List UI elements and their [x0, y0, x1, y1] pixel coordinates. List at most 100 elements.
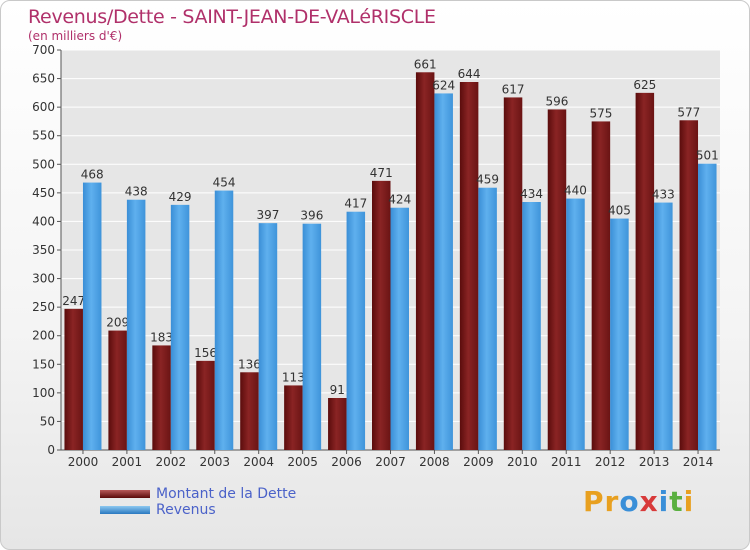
logo-letter: x [639, 485, 659, 518]
legend-swatch-dette [100, 490, 150, 498]
logo-letter: P [583, 485, 605, 518]
y-tick-label: 700 [32, 43, 55, 57]
y-tick-label: 650 [32, 72, 55, 86]
bar-dette [372, 180, 391, 450]
logo-letter: i [658, 485, 670, 518]
data-label-dette: 183 [150, 330, 173, 344]
y-tick-label: 450 [32, 186, 55, 200]
x-tick-label: 2004 [243, 455, 274, 469]
bar-revenus [478, 187, 497, 450]
data-label-dette: 596 [546, 94, 569, 108]
x-tick-label: 2008 [419, 455, 450, 469]
y-tick-label: 200 [32, 329, 55, 343]
bar-revenus [522, 202, 541, 450]
x-tick-label: 2001 [112, 455, 143, 469]
data-label-dette: 247 [62, 294, 85, 308]
data-label-dette: 136 [238, 357, 261, 371]
data-label-dette: 113 [282, 370, 305, 384]
data-label-revenus: 397 [256, 208, 279, 222]
x-tick-label: 2011 [551, 455, 582, 469]
bar-dette [152, 345, 171, 450]
x-tick-label: 2006 [331, 455, 362, 469]
x-tick-label: 2010 [507, 455, 538, 469]
bar-revenus [302, 223, 322, 450]
bar-dette [64, 308, 83, 450]
bar-dette [284, 385, 303, 450]
bar-dette [459, 82, 479, 450]
legend-swatch-revenus [100, 506, 150, 514]
bar-revenus [170, 204, 190, 450]
data-label-revenus: 438 [125, 185, 148, 199]
logo-letter: i [683, 485, 695, 518]
data-label-revenus: 501 [696, 149, 719, 163]
data-label-revenus: 440 [564, 184, 587, 198]
logo-letter: r [604, 485, 620, 518]
x-tick-label: 2007 [375, 455, 406, 469]
x-tick-label: 2012 [595, 455, 626, 469]
y-tick-label: 250 [32, 300, 55, 314]
data-label-revenus: 454 [213, 176, 236, 190]
bar-revenus [82, 182, 102, 451]
bar-dette [240, 372, 259, 450]
y-tick-label: 150 [32, 357, 55, 371]
bar-revenus [654, 202, 673, 450]
logo-letter: o [619, 485, 640, 518]
data-label-dette: 471 [370, 166, 393, 180]
data-label-dette: 625 [633, 78, 656, 92]
y-tick-label: 350 [32, 243, 55, 257]
x-tick-label: 2014 [683, 455, 714, 469]
data-label-revenus: 417 [344, 197, 367, 211]
x-tick-label: 2009 [463, 455, 494, 469]
bar-dette [328, 398, 347, 450]
bar-revenus [214, 190, 234, 451]
x-tick-label: 2002 [156, 455, 187, 469]
x-tick-label: 2000 [68, 455, 99, 469]
bar-revenus [610, 218, 629, 450]
data-label-revenus: 468 [81, 168, 104, 182]
x-tick-label: 2003 [199, 455, 230, 469]
data-label-dette: 91 [330, 383, 345, 397]
bar-revenus [698, 163, 717, 450]
bar-dette [547, 109, 567, 450]
y-tick-label: 600 [32, 100, 55, 114]
data-label-revenus: 424 [388, 193, 411, 207]
logo-letter: t [669, 485, 684, 518]
y-tick-label: 400 [32, 214, 55, 228]
chart-subtitle: (en milliers d'€) [28, 29, 123, 43]
bar-revenus [126, 199, 146, 450]
bar-dette [679, 120, 699, 451]
bar-dette [591, 121, 611, 450]
data-label-revenus: 405 [608, 204, 631, 218]
y-tick-label: 100 [32, 386, 55, 400]
bar-revenus [258, 223, 278, 450]
data-label-revenus: 434 [520, 187, 543, 201]
x-tick-label: 2005 [287, 455, 318, 469]
data-label-dette: 577 [677, 105, 700, 119]
y-tick-label: 550 [32, 129, 55, 143]
data-label-revenus: 624 [432, 78, 455, 92]
bar-revenus [346, 211, 366, 450]
data-label-dette: 644 [458, 67, 481, 81]
data-label-dette: 617 [502, 82, 525, 96]
data-label-revenus: 396 [300, 209, 323, 223]
bar-dette [503, 97, 523, 450]
data-label-dette: 575 [589, 106, 612, 120]
y-tick-label: 500 [32, 157, 55, 171]
y-tick-label: 300 [32, 272, 55, 286]
bar-dette [635, 92, 655, 450]
chart-title: Revenus/Dette - SAINT-JEAN-DE-VALéRISCLE [28, 6, 436, 28]
bar-revenus [566, 198, 585, 450]
data-label-revenus: 459 [476, 173, 499, 187]
legend-label-dette: Montant de la Dette [156, 486, 297, 502]
bar-dette [415, 72, 435, 451]
bar-dette [108, 330, 127, 450]
y-tick-label: 50 [40, 414, 55, 428]
data-label-dette: 661 [414, 57, 437, 71]
bar-revenus [434, 93, 453, 450]
data-label-dette: 209 [106, 316, 129, 330]
x-tick-label: 2013 [639, 455, 670, 469]
legend-label-revenus: Revenus [156, 502, 216, 518]
data-label-dette: 156 [194, 346, 217, 360]
y-tick-label: 0 [47, 443, 55, 457]
